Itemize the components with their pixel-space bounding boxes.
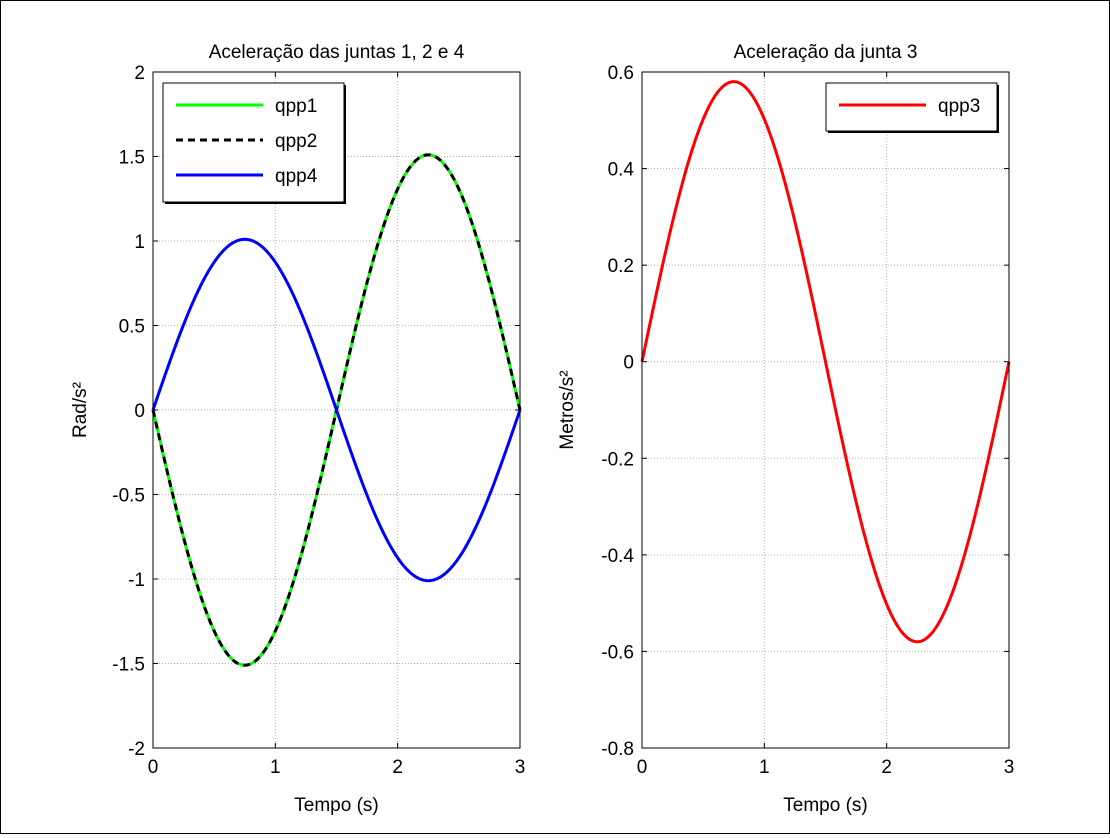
y-tick-label: -1.5 bbox=[112, 655, 145, 676]
y-tick-label: -0.4 bbox=[601, 546, 634, 567]
x-tick-label: 0 bbox=[148, 757, 159, 778]
legend-box bbox=[825, 82, 998, 132]
x-tick-label: 1 bbox=[270, 757, 281, 778]
y-tick-label: -2 bbox=[128, 739, 145, 760]
y-axis-label: Rad/s² bbox=[70, 382, 91, 438]
y-tick-label: 1.5 bbox=[119, 148, 145, 169]
y-tick-label: -0.2 bbox=[601, 449, 634, 470]
series-line-qpp3 bbox=[640, 80, 1011, 644]
axes-box bbox=[641, 71, 1010, 749]
x-axis-label: Tempo (s) bbox=[783, 795, 867, 816]
chart-title: Aceleração das juntas 1, 2 e 4 bbox=[209, 42, 465, 63]
y-tick-label: 1 bbox=[134, 232, 145, 253]
series-line-qpp4 bbox=[151, 237, 522, 583]
y-tick-label: -0.5 bbox=[112, 486, 145, 507]
x-tick-label: 2 bbox=[881, 757, 892, 778]
legend-label-qpp2: qpp2 bbox=[275, 131, 317, 152]
legend-box bbox=[162, 82, 345, 203]
legend-label-qpp3: qpp3 bbox=[938, 96, 980, 117]
y-tick-label: 0.6 bbox=[608, 63, 634, 84]
plot-area bbox=[642, 72, 1009, 748]
y-tick-label: -1 bbox=[128, 570, 145, 591]
legend-label-qpp1: qpp1 bbox=[275, 96, 317, 117]
x-tick-label: 2 bbox=[392, 757, 403, 778]
y-tick-label: -0.6 bbox=[601, 642, 634, 663]
chart-1: 0 1 2 3 -2 -1.5 -1 -0.5 0 0.5 1 1.5 2 Aceleração das … bbox=[70, 42, 525, 816]
x-tick-label: 0 bbox=[637, 757, 648, 778]
legend-label-qpp4: qpp4 bbox=[275, 166, 318, 187]
y-tick-label: 2 bbox=[134, 63, 145, 84]
y-tick-label: 0 bbox=[134, 401, 145, 422]
y-tick-label: 0.4 bbox=[608, 160, 635, 181]
x-axis-label: Tempo (s) bbox=[294, 795, 378, 816]
y-tick-label: -0.8 bbox=[601, 739, 634, 760]
y-tick-label: 0.5 bbox=[119, 317, 145, 338]
x-tick-label: 3 bbox=[1004, 757, 1015, 778]
y-axis-label: Metros/s² bbox=[557, 370, 578, 449]
y-tick-label: 0 bbox=[623, 353, 634, 374]
axes-box bbox=[152, 71, 521, 749]
chart-2: 0 1 2 3 -0.8 -0.6 -0.4 -0.2 0 0.2 0.4 0.6 Aceleração… bbox=[557, 42, 1014, 816]
chart-title: Aceleração da junta 3 bbox=[734, 42, 918, 63]
x-tick-label: 3 bbox=[515, 757, 526, 778]
y-tick-label: 0.2 bbox=[608, 256, 634, 277]
x-tick-label: 1 bbox=[759, 757, 770, 778]
